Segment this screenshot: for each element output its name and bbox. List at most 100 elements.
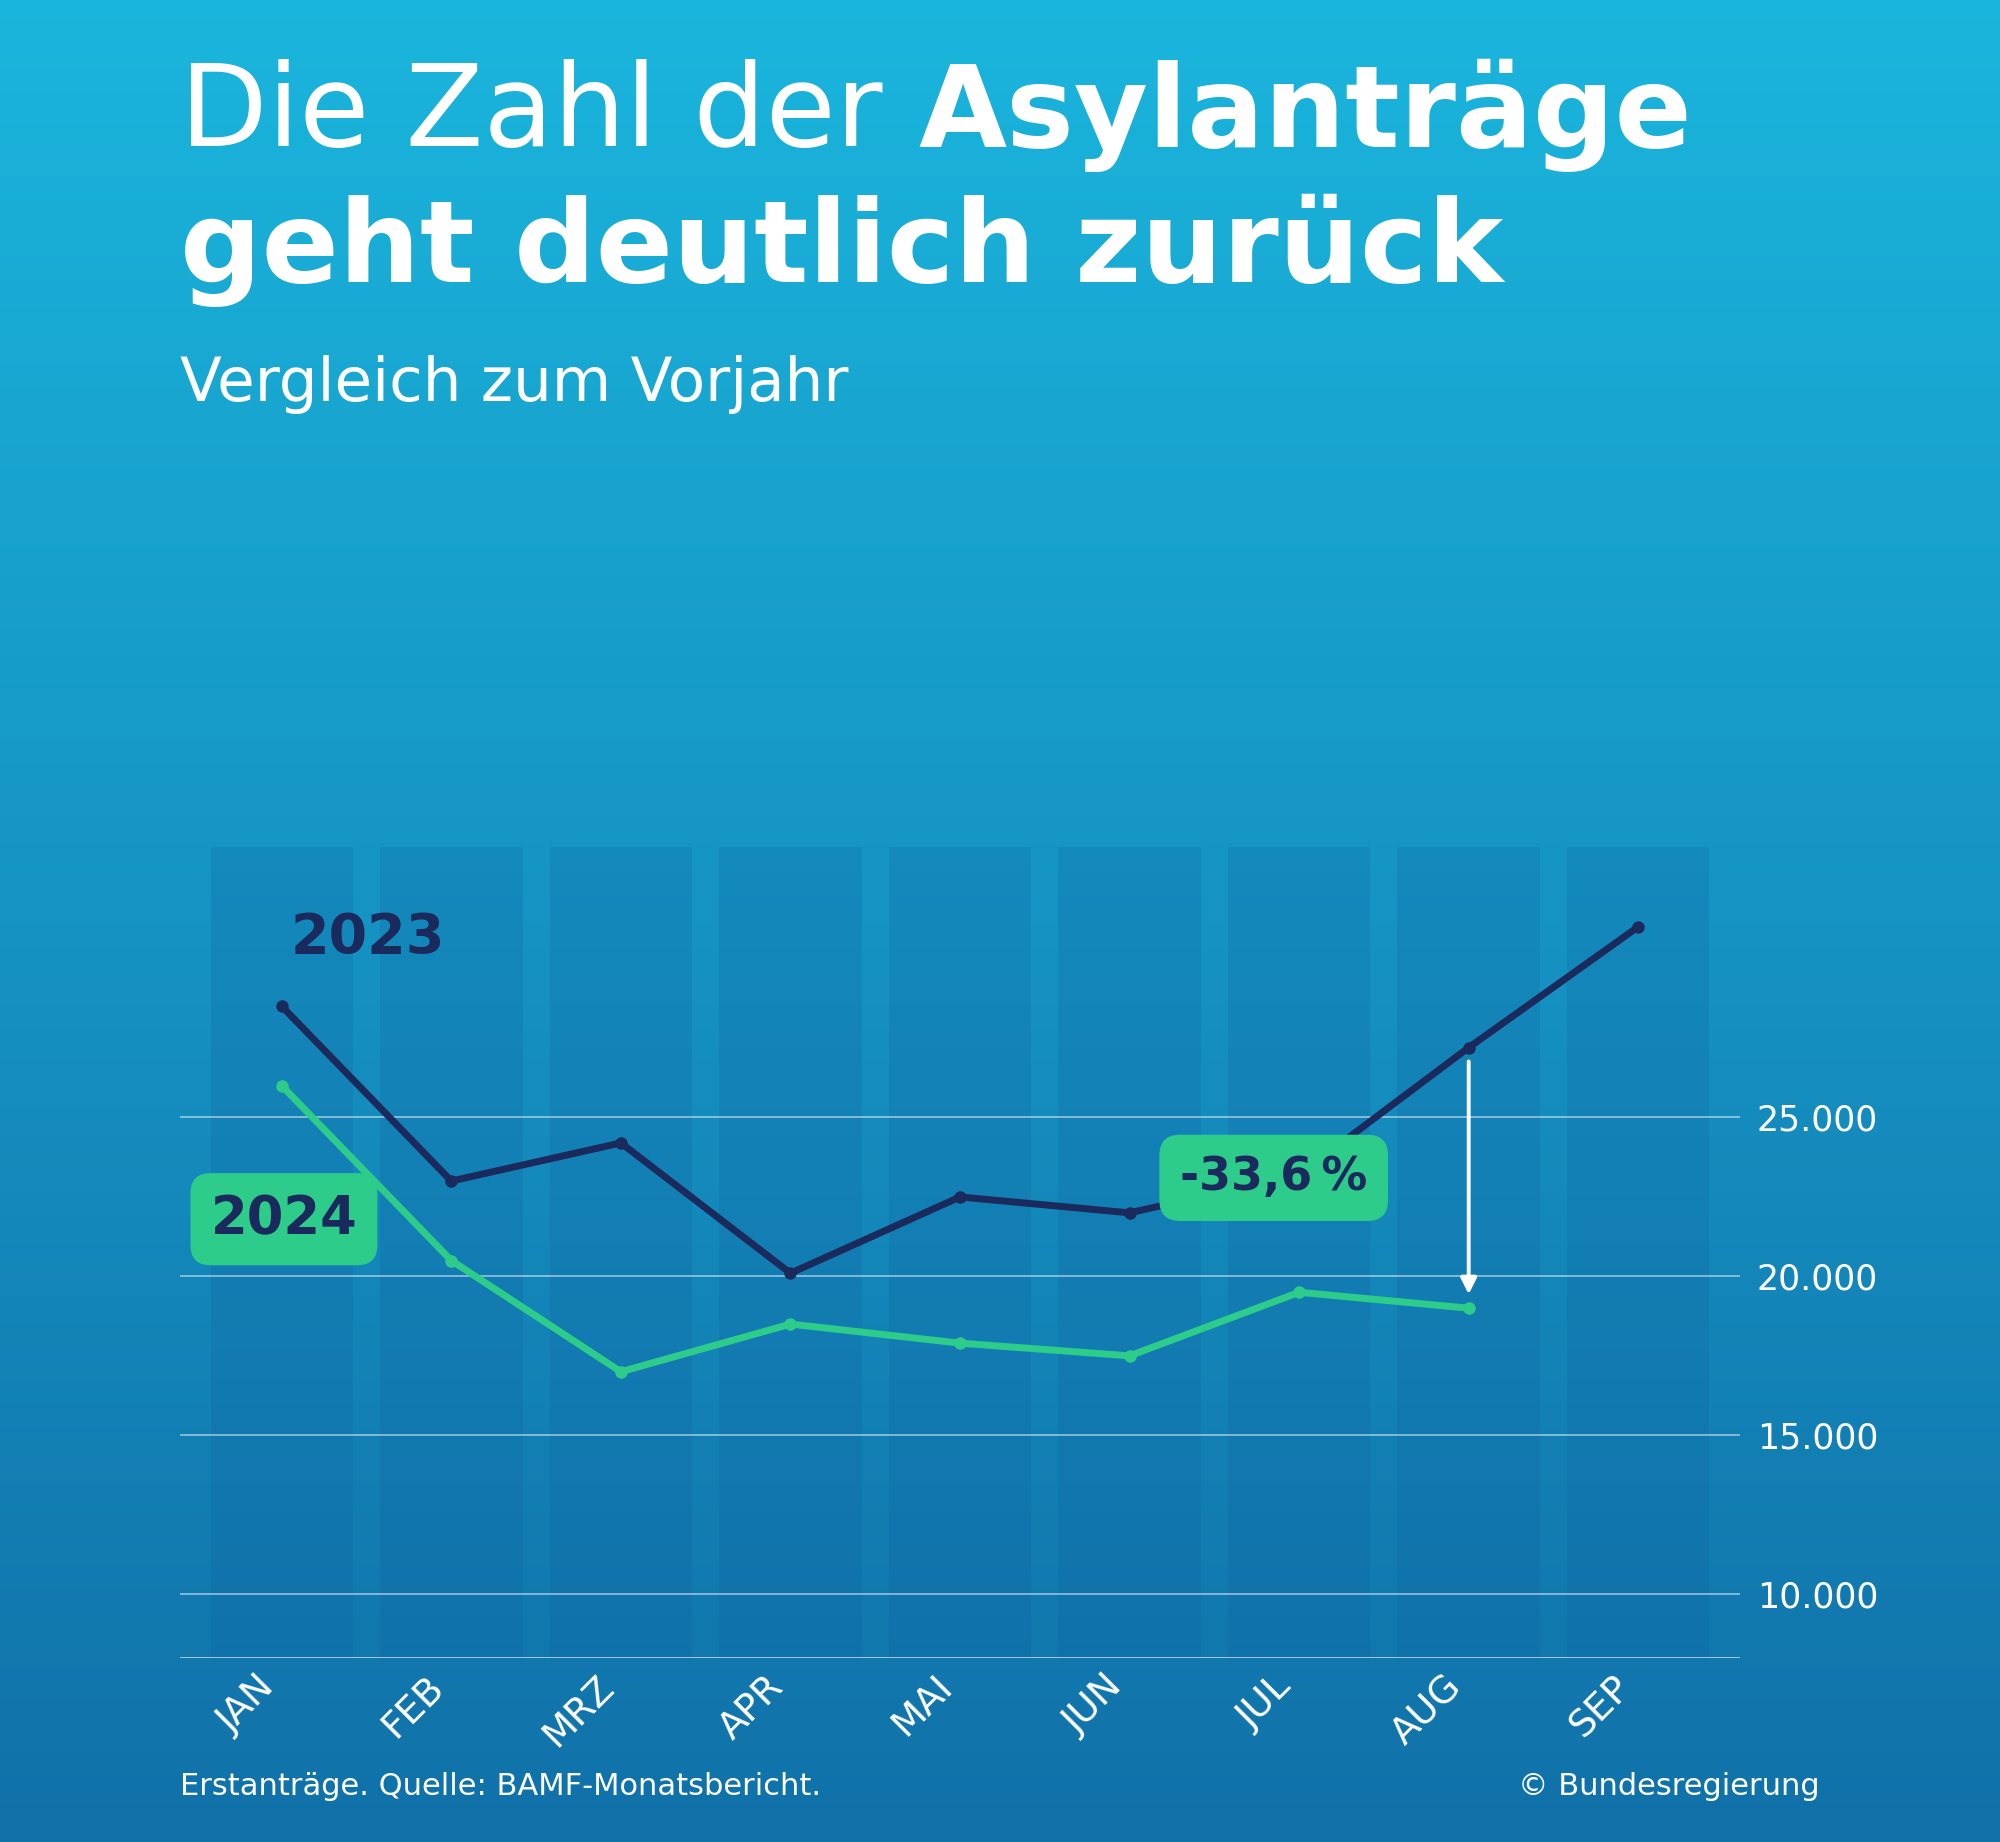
Bar: [0, 1208, 2000, 1212]
Bar: [0, 197, 2000, 201]
Bar: [0, 1184, 2000, 1188]
Text: Die Zahl der: Die Zahl der: [180, 59, 918, 169]
Bar: [0, 932, 2000, 936]
Bar: [0, 94, 2000, 98]
Bar: [0, 974, 2000, 978]
Bar: [0, 971, 2000, 974]
Bar: [0, 785, 2000, 788]
Bar: [0, 1547, 2000, 1551]
Bar: [0, 963, 2000, 967]
Bar: [0, 53, 2000, 57]
Bar: [0, 562, 2000, 565]
Bar: [0, 1796, 2000, 1800]
Bar: [0, 442, 2000, 446]
Bar: [0, 339, 2000, 343]
Bar: [0, 1363, 2000, 1367]
Bar: [0, 457, 2000, 460]
Bar: [0, 1590, 2000, 1593]
Bar: [0, 1645, 2000, 1649]
Bar: [0, 1827, 2000, 1831]
Bar: [0, 1601, 2000, 1604]
Text: -33,6 %: -33,6 %: [1180, 1155, 1368, 1201]
Bar: [0, 906, 2000, 910]
Bar: [0, 1015, 2000, 1019]
Bar: [0, 1359, 2000, 1363]
Bar: [0, 713, 2000, 717]
Bar: [0, 864, 2000, 868]
Bar: [0, 1730, 2000, 1733]
Bar: [0, 1105, 2000, 1109]
Bar: [0, 1680, 2000, 1684]
Bar: [0, 321, 2000, 324]
Bar: [0, 766, 2000, 770]
Bar: [0, 720, 2000, 724]
Bar: [0, 298, 2000, 302]
Bar: [0, 1820, 2000, 1824]
Bar: [0, 683, 2000, 687]
Bar: [0, 1004, 2000, 1008]
Bar: [0, 431, 2000, 435]
Bar: [0, 158, 2000, 162]
Bar: [0, 1284, 2000, 1288]
Bar: [0, 709, 2000, 713]
Bar: [0, 1824, 2000, 1827]
Bar: [0, 1720, 2000, 1724]
Bar: [0, 589, 2000, 593]
Bar: [0, 770, 2000, 774]
Bar: [0, 702, 2000, 705]
Bar: [0, 422, 2000, 424]
Bar: [0, 230, 2000, 234]
Bar: [0, 1544, 2000, 1547]
Bar: [0, 193, 2000, 197]
Bar: [0, 507, 2000, 510]
Bar: [0, 1065, 2000, 1068]
Bar: [0, 1536, 2000, 1540]
Bar: [0, 755, 2000, 759]
Bar: [0, 15, 2000, 18]
Bar: [0, 1234, 2000, 1238]
Bar: [0, 1781, 2000, 1785]
Bar: [0, 892, 2000, 895]
Bar: [0, 1673, 2000, 1676]
Bar: [0, 672, 2000, 676]
Bar: [0, 1260, 2000, 1264]
Bar: [0, 1630, 2000, 1634]
Bar: [0, 1113, 2000, 1114]
Bar: [0, 1831, 2000, 1835]
Bar: [0, 1709, 2000, 1713]
Bar: [0, 827, 2000, 831]
Bar: [0, 227, 2000, 230]
Bar: [0, 954, 2000, 958]
Bar: [1228, 847, 1370, 1658]
Bar: [0, 125, 2000, 129]
Bar: [0, 1490, 2000, 1494]
Bar: [0, 64, 2000, 68]
Bar: [0, 1521, 2000, 1525]
Bar: [0, 188, 2000, 192]
Bar: [0, 834, 2000, 838]
Bar: [0, 1468, 2000, 1472]
Bar: [0, 385, 2000, 389]
Bar: [0, 1140, 2000, 1144]
Bar: [0, 234, 2000, 238]
Bar: [0, 1173, 2000, 1177]
Bar: [0, 1654, 2000, 1658]
Bar: [0, 499, 2000, 503]
Bar: [0, 845, 2000, 849]
Bar: [0, 809, 2000, 812]
Bar: [0, 943, 2000, 947]
Bar: [0, 871, 2000, 875]
Bar: [0, 691, 2000, 694]
Bar: [380, 847, 522, 1658]
Bar: [0, 0, 2000, 4]
Bar: [0, 79, 2000, 83]
Bar: [0, 1356, 2000, 1359]
Bar: [0, 1575, 2000, 1579]
Bar: [0, 1691, 2000, 1695]
Bar: [0, 1415, 2000, 1418]
Bar: [0, 1838, 2000, 1842]
Bar: [0, 479, 2000, 483]
Bar: [0, 1792, 2000, 1796]
Bar: [0, 201, 2000, 204]
Bar: [0, 1785, 2000, 1789]
